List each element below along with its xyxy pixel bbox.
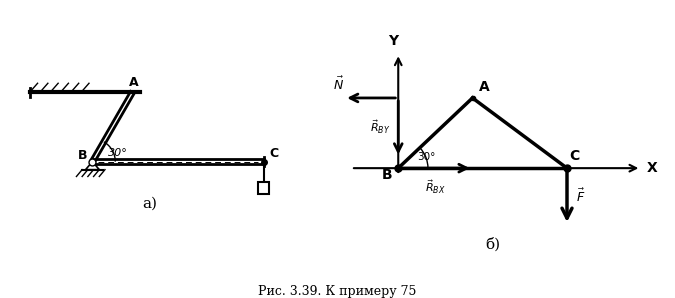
Text: 30°: 30° [109, 148, 128, 158]
Text: X: X [647, 161, 657, 175]
Text: A: A [129, 75, 138, 89]
Text: $\vec{R}_{BX}$: $\vec{R}_{BX}$ [425, 179, 446, 196]
Text: 30°: 30° [417, 152, 435, 162]
Text: B: B [382, 168, 393, 182]
Text: а): а) [142, 196, 157, 210]
Bar [258, 182, 269, 194]
Text: Рис. 3.39. К примеру 75: Рис. 3.39. К примеру 75 [259, 285, 416, 298]
Text: C: C [269, 147, 279, 160]
Text: A: A [479, 80, 490, 94]
Polygon shape [86, 162, 99, 170]
Text: B: B [78, 149, 87, 162]
Text: б): б) [485, 238, 500, 252]
Text: $\vec{F}$: $\vec{F}$ [576, 188, 586, 205]
Text: $\vec{R}_{BY}$: $\vec{R}_{BY}$ [370, 119, 390, 136]
Text: Y: Y [387, 34, 398, 48]
Text: C: C [570, 149, 580, 163]
Text: $\vec{N}$: $\vec{N}$ [333, 76, 344, 93]
